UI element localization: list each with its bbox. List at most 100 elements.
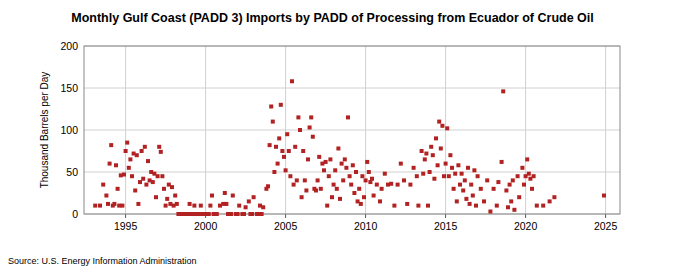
point bbox=[434, 136, 438, 140]
grid-line bbox=[205, 46, 206, 214]
point bbox=[210, 194, 214, 198]
point bbox=[159, 150, 163, 154]
point bbox=[223, 191, 227, 195]
point bbox=[447, 174, 451, 178]
point bbox=[306, 157, 310, 161]
point bbox=[424, 152, 428, 156]
point bbox=[602, 194, 606, 198]
point bbox=[164, 204, 168, 208]
point bbox=[461, 188, 465, 192]
point bbox=[165, 197, 169, 201]
point bbox=[333, 168, 337, 172]
point bbox=[205, 212, 209, 216]
x-tick bbox=[125, 214, 126, 218]
grid-line bbox=[525, 46, 526, 214]
point bbox=[429, 145, 433, 149]
point bbox=[154, 195, 158, 199]
point bbox=[375, 183, 379, 187]
point bbox=[362, 195, 366, 199]
point bbox=[532, 174, 536, 178]
point bbox=[330, 195, 334, 199]
point bbox=[271, 120, 275, 124]
point bbox=[250, 212, 254, 216]
point bbox=[224, 202, 228, 206]
point bbox=[501, 89, 505, 93]
grid-line bbox=[84, 172, 620, 173]
point bbox=[367, 170, 371, 174]
point bbox=[378, 199, 382, 203]
point bbox=[293, 145, 297, 149]
y-tick-label: 100 bbox=[60, 124, 78, 136]
point bbox=[336, 146, 340, 150]
point bbox=[335, 187, 339, 191]
point bbox=[453, 172, 457, 176]
point bbox=[348, 174, 352, 178]
point bbox=[109, 143, 113, 147]
point bbox=[332, 183, 336, 187]
x-tick-label: 2015 bbox=[434, 220, 458, 232]
point bbox=[272, 170, 276, 174]
point bbox=[327, 174, 331, 178]
point bbox=[170, 185, 174, 189]
point bbox=[352, 191, 356, 195]
point bbox=[244, 205, 248, 209]
point bbox=[437, 120, 441, 124]
point bbox=[471, 194, 475, 198]
point bbox=[468, 202, 472, 206]
point bbox=[416, 204, 420, 208]
point bbox=[341, 178, 345, 182]
point bbox=[143, 145, 147, 149]
point bbox=[479, 187, 483, 191]
point bbox=[298, 128, 302, 132]
x-tick-label: 2020 bbox=[514, 220, 538, 232]
point bbox=[439, 146, 443, 150]
point bbox=[292, 183, 296, 187]
point bbox=[316, 178, 320, 182]
x-tick bbox=[285, 214, 286, 218]
point bbox=[101, 183, 105, 187]
point bbox=[173, 194, 177, 198]
point bbox=[372, 194, 376, 198]
point bbox=[504, 188, 508, 192]
point bbox=[135, 153, 139, 157]
point bbox=[314, 188, 318, 192]
point bbox=[130, 174, 134, 178]
point bbox=[296, 115, 300, 119]
point bbox=[488, 209, 492, 213]
point bbox=[144, 183, 148, 187]
point bbox=[106, 202, 110, 206]
point bbox=[108, 162, 112, 166]
point bbox=[464, 197, 468, 201]
point bbox=[156, 174, 160, 178]
x-tick bbox=[365, 214, 366, 218]
point bbox=[200, 212, 204, 216]
point bbox=[535, 204, 539, 208]
point bbox=[359, 202, 363, 206]
point bbox=[252, 195, 256, 199]
point bbox=[125, 141, 129, 145]
point bbox=[428, 170, 432, 174]
point bbox=[357, 187, 361, 191]
point bbox=[160, 174, 164, 178]
point bbox=[408, 183, 412, 187]
point bbox=[516, 174, 520, 178]
point bbox=[450, 166, 454, 170]
y-tick-label: 0 bbox=[72, 208, 78, 220]
point bbox=[317, 155, 321, 159]
point bbox=[237, 204, 241, 208]
point bbox=[474, 204, 478, 208]
point bbox=[124, 149, 128, 153]
point bbox=[188, 202, 192, 206]
point bbox=[114, 163, 118, 167]
grid-line bbox=[84, 88, 620, 89]
point bbox=[98, 204, 102, 208]
point bbox=[364, 178, 368, 182]
point bbox=[508, 183, 512, 187]
point bbox=[506, 205, 510, 209]
x-tick bbox=[445, 214, 446, 218]
point bbox=[444, 162, 448, 166]
point bbox=[530, 187, 534, 191]
point bbox=[199, 204, 203, 208]
point bbox=[276, 162, 280, 166]
point bbox=[344, 166, 348, 170]
